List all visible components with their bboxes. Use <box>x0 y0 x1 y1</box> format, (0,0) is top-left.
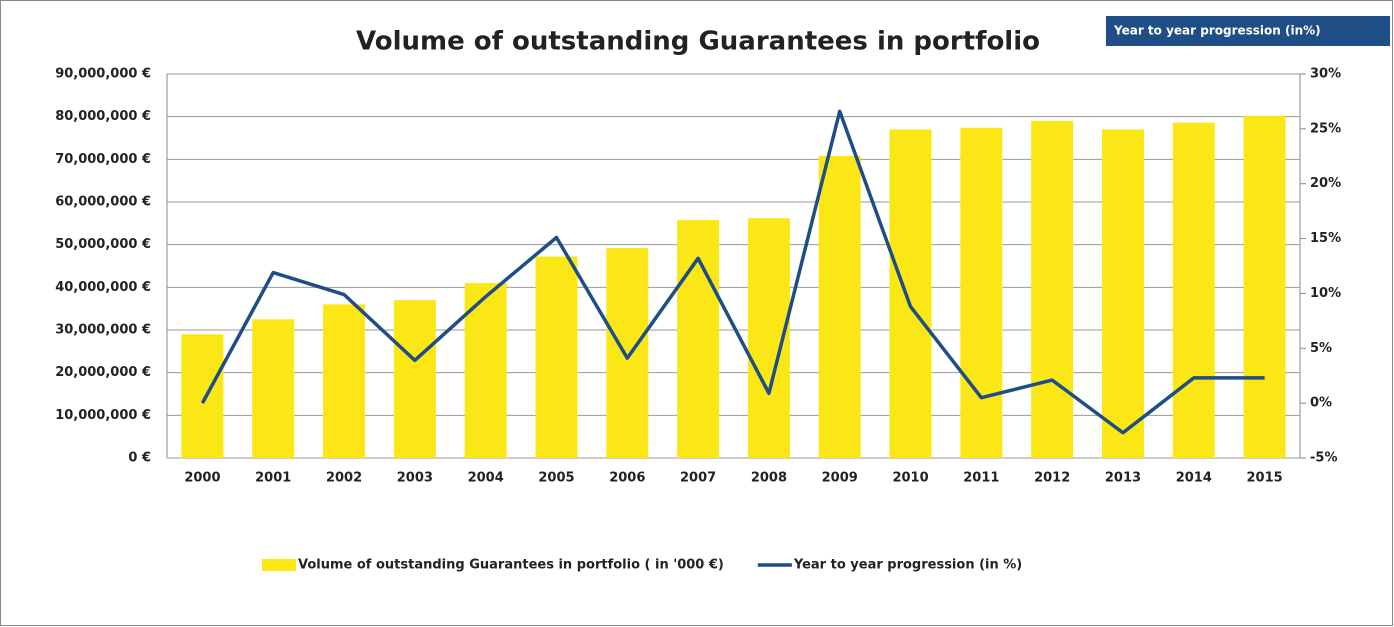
chart-title: Volume of outstanding Guarantees in port… <box>356 27 1040 57</box>
x-tick-label: 2007 <box>680 471 716 486</box>
x-tick-label: 2010 <box>892 471 928 486</box>
bar <box>889 129 932 458</box>
x-tick-label: 2005 <box>538 471 574 486</box>
bar <box>960 127 1003 458</box>
bar <box>1031 120 1074 458</box>
y-tick-label: 40,000,000 € <box>55 280 151 295</box>
legend-swatch <box>262 559 296 571</box>
x-tick-label: 2001 <box>255 471 291 486</box>
bar <box>464 283 507 458</box>
y-tick-label: 50,000,000 € <box>55 237 151 252</box>
y-tick-label: 80,000,000 € <box>55 109 151 124</box>
y2-tick-label: -5% <box>1310 451 1337 466</box>
y-tick-label: 10,000,000 € <box>55 408 151 423</box>
bar <box>818 155 861 459</box>
bar <box>1101 129 1144 458</box>
x-tick-label: 2002 <box>326 471 362 486</box>
x-tick-label: 2011 <box>963 471 999 486</box>
y-tick-label: 60,000,000 € <box>55 195 151 210</box>
x-tick-label: 2013 <box>1105 471 1141 486</box>
bar <box>535 256 578 458</box>
bar <box>181 334 224 458</box>
y-tick-label: 20,000,000 € <box>55 365 151 380</box>
bar <box>393 300 436 458</box>
x-tick-label: 2000 <box>184 471 220 486</box>
x-tick-label: 2008 <box>751 471 787 486</box>
y-tick-label: 70,000,000 € <box>55 152 151 167</box>
bar <box>323 304 366 458</box>
y2-tick-label: 30% <box>1310 67 1341 82</box>
bar <box>1243 115 1286 459</box>
x-tick-label: 2014 <box>1176 471 1212 486</box>
bar <box>677 219 720 458</box>
x-tick-label: 2012 <box>1034 471 1070 486</box>
x-tick-label: 2006 <box>609 471 645 486</box>
legend-label: Year to year progression (in %) <box>793 558 1022 573</box>
line <box>200 109 1265 435</box>
x-tick-label: 2004 <box>468 471 504 486</box>
y2-tick-label: 20% <box>1310 176 1341 191</box>
y-tick-label: 0 € <box>128 451 151 466</box>
y2-tick-label: 10% <box>1310 286 1341 301</box>
x-tick-label: 2003 <box>397 471 433 486</box>
legend-label: Volume of outstanding Guarantees in port… <box>298 558 724 573</box>
annotation-box <box>1106 16 1390 46</box>
y2-tick-label: 25% <box>1310 121 1341 136</box>
y-tick-label: 90,000,000 € <box>55 67 151 82</box>
annotation: Year to year progression (in%) <box>1113 24 1321 38</box>
y-tick-label: 30,000,000 € <box>55 323 151 338</box>
bar <box>606 248 649 458</box>
x-tick-label: 2015 <box>1247 471 1283 486</box>
bar <box>1172 122 1215 458</box>
x-tick-label: 2009 <box>822 471 858 486</box>
y2-tick-label: 0% <box>1310 396 1332 411</box>
y2-tick-label: 5% <box>1310 341 1332 356</box>
bar <box>252 319 295 458</box>
y2-tick-label: 15% <box>1310 231 1341 246</box>
